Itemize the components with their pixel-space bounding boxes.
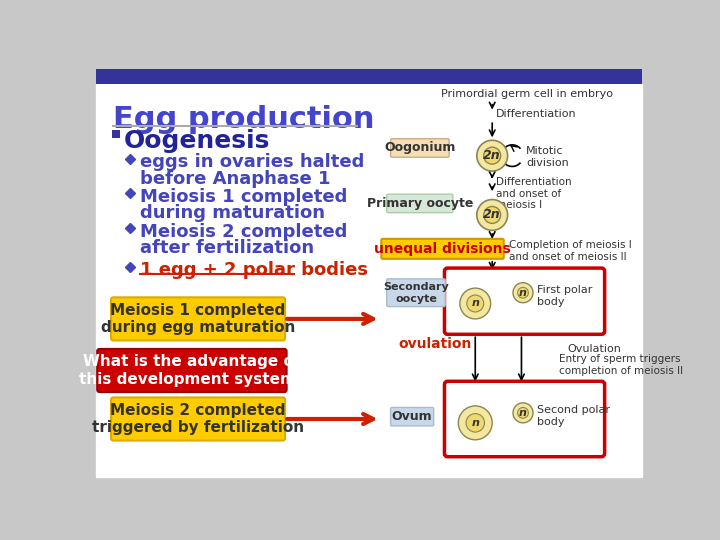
Text: Meiosis 1 completed
during egg maturation: Meiosis 1 completed during egg maturatio… — [101, 303, 295, 335]
FancyBboxPatch shape — [387, 194, 453, 213]
Text: Primordial germ cell in embryo: Primordial germ cell in embryo — [441, 90, 613, 99]
Text: 1 egg + 2 polar bodies: 1 egg + 2 polar bodies — [140, 261, 367, 279]
Text: Differentiation
and onset of
meiosis I: Differentiation and onset of meiosis I — [496, 177, 572, 211]
Text: Meiosis 2 completed: Meiosis 2 completed — [140, 222, 347, 241]
Text: eggs in ovaries halted: eggs in ovaries halted — [140, 153, 364, 171]
Text: before Anaphase 1: before Anaphase 1 — [140, 170, 330, 187]
Circle shape — [477, 200, 508, 231]
FancyBboxPatch shape — [382, 239, 504, 259]
Text: Entry of sperm triggers
completion of meiosis II: Entry of sperm triggers completion of me… — [559, 354, 683, 376]
Text: Secondary
oocyte: Secondary oocyte — [383, 282, 449, 303]
Text: Oogenesis: Oogenesis — [124, 129, 271, 153]
FancyBboxPatch shape — [111, 298, 285, 340]
Circle shape — [518, 408, 528, 418]
Circle shape — [459, 406, 492, 440]
Circle shape — [513, 403, 533, 423]
Circle shape — [484, 206, 500, 224]
Text: Egg production: Egg production — [113, 105, 375, 134]
Text: Oogonium: Oogonium — [384, 141, 456, 154]
Circle shape — [460, 288, 490, 319]
Text: after fertilization: after fertilization — [140, 239, 314, 257]
FancyBboxPatch shape — [390, 408, 433, 426]
Circle shape — [513, 283, 533, 303]
Text: during maturation: during maturation — [140, 204, 325, 222]
Circle shape — [467, 295, 484, 312]
Text: n: n — [519, 408, 527, 418]
Bar — [112, 130, 120, 138]
Text: Meiosis 2 completed
triggered by fertilization: Meiosis 2 completed triggered by fertili… — [92, 403, 304, 435]
Text: n: n — [519, 288, 527, 298]
FancyBboxPatch shape — [111, 397, 285, 441]
Text: Ovum: Ovum — [392, 410, 433, 423]
FancyBboxPatch shape — [390, 139, 449, 157]
Text: unequal divisions: unequal divisions — [374, 242, 510, 256]
FancyBboxPatch shape — [444, 268, 605, 334]
FancyBboxPatch shape — [96, 84, 642, 477]
FancyBboxPatch shape — [97, 349, 287, 392]
Text: n: n — [472, 299, 480, 308]
Text: 2n: 2n — [483, 149, 501, 162]
Circle shape — [466, 414, 485, 432]
Text: Primary oocyte: Primary oocyte — [366, 197, 473, 210]
Bar — [96, 69, 642, 84]
Circle shape — [518, 287, 528, 298]
Text: n: n — [472, 418, 480, 428]
Circle shape — [484, 147, 500, 164]
Text: Second polar
body: Second polar body — [537, 405, 610, 427]
Text: ovulation: ovulation — [398, 338, 472, 352]
Text: Mitotic
division: Mitotic division — [526, 146, 569, 168]
Text: Completion of meiosis I
and onset of meiosis II: Completion of meiosis I and onset of mei… — [509, 240, 632, 262]
Text: 2n: 2n — [483, 208, 501, 221]
FancyBboxPatch shape — [444, 381, 605, 457]
Text: Differentiation: Differentiation — [496, 110, 577, 119]
FancyBboxPatch shape — [387, 279, 445, 307]
Circle shape — [477, 140, 508, 171]
Text: Ovulation: Ovulation — [567, 343, 621, 354]
Text: First polar
body: First polar body — [537, 285, 593, 307]
Text: What is the advantage of
this development system?: What is the advantage of this developmen… — [79, 354, 305, 387]
Text: Meiosis 1 completed: Meiosis 1 completed — [140, 188, 347, 206]
